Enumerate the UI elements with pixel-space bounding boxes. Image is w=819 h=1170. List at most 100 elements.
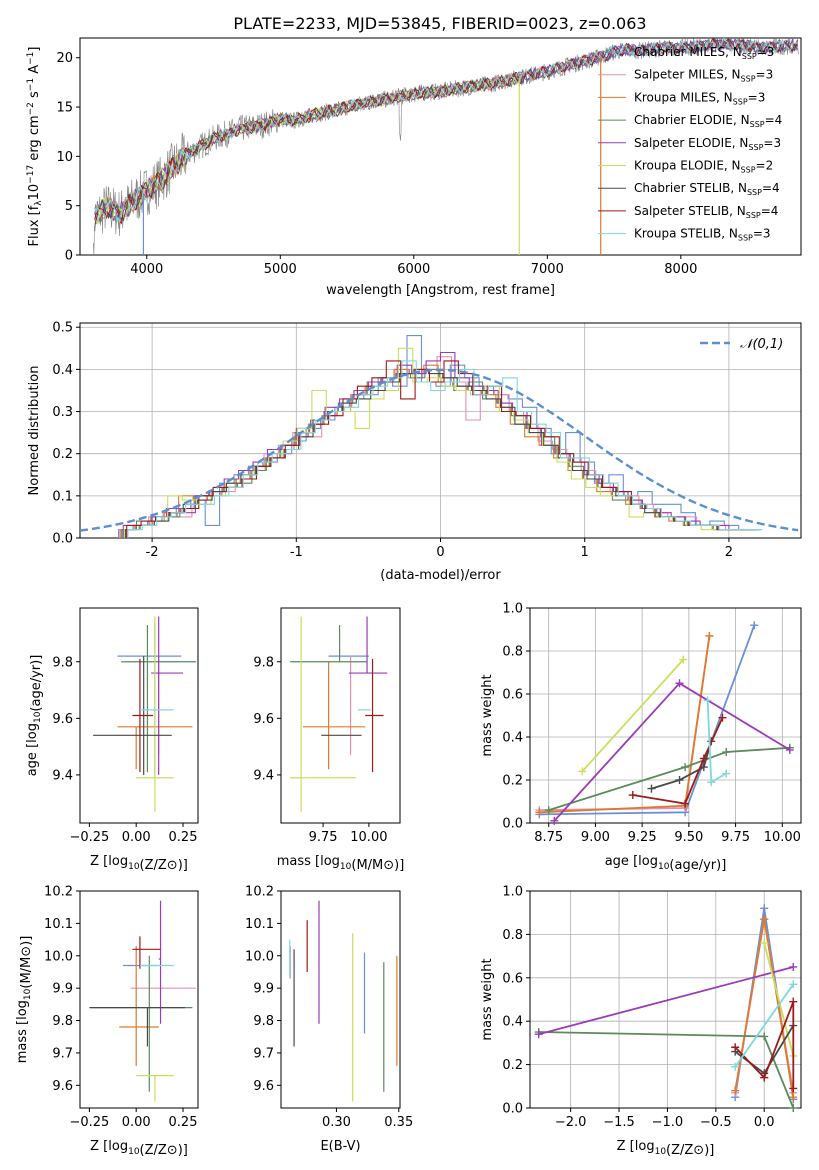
y-tick-label: 9.7 <box>253 1046 274 1061</box>
weight-line-chabrier_elodie <box>538 1031 795 1109</box>
y-tick-label: 9.8 <box>52 655 73 670</box>
mass_vs_z-axes: −0.25 0.00 0.25 9.6 9.7 9.8 9.9 10.0 10.1 10.2 <box>44 885 199 1130</box>
x-tick-label: 9.25 <box>628 830 657 845</box>
y-tick-label: 0.3 <box>52 405 73 420</box>
errorbar-salpeter_stelib <box>365 658 384 773</box>
weight_vs_z-ylabel: mass weight <box>480 958 495 1040</box>
residual-histograms <box>80 335 799 538</box>
legend-label-chabrier_elodie: Chabrier ELODIE, NSSP=4 <box>634 113 782 129</box>
mass_vs_ebv-frame <box>280 890 401 1109</box>
residuals-xlabel: (data-model)/error <box>380 568 501 583</box>
y-tick-label: 0.6 <box>502 688 523 703</box>
y-tick-label: 1.0 <box>502 602 523 617</box>
y-tick-label: 9.8 <box>52 1014 73 1029</box>
histogram-chabrier_elodie <box>121 368 757 538</box>
weight-marker-kroupa_miles <box>705 631 714 640</box>
y-tick-label: 15 <box>56 101 73 116</box>
weight-marker-salpeter_stelib <box>699 754 708 763</box>
y-tick-label: 0.2 <box>52 447 73 462</box>
weight_vs_age-frame <box>529 607 802 824</box>
y-tick-label: 10.1 <box>44 917 73 932</box>
model-line-kroupa_elodie <box>94 73 519 226</box>
y-tick-label: 9.8 <box>253 1014 274 1029</box>
spectrum-ylabel: Flux [fλ10−17 erg cm−2 s−1 A−1] <box>26 47 44 247</box>
weight-marker-kroupa_stelib <box>789 980 798 989</box>
x-tick-label: 1 <box>581 545 589 560</box>
weight-marker-salpeter_stelib <box>789 1084 798 1093</box>
errorbar-kroupa_miles <box>302 661 366 770</box>
x-tick-label: −0.5 <box>700 1115 732 1130</box>
weight_vs_age-lines <box>535 621 794 825</box>
histogram-salpeter_miles <box>119 356 755 538</box>
y-tick-label: 9.4 <box>52 768 73 783</box>
y-tick-label: 0.0 <box>502 817 523 832</box>
weight-marker-chabrier_stelib <box>647 784 656 793</box>
errorbar-chabrier_stelib <box>89 1006 185 1047</box>
residuals-ylabel: Normed distribution <box>27 366 42 496</box>
weight-marker-salpeter_stelib <box>681 799 690 808</box>
weight-line-kroupa_elodie <box>581 658 684 773</box>
weight-marker-chabrier_elodie <box>544 806 553 815</box>
weight-line-salpeter_elodie <box>538 966 794 1036</box>
x-tick-label: 8000 <box>664 262 697 277</box>
x-tick-label: 8.75 <box>534 830 563 845</box>
mass_vs_ebv-axes: 0.30 0.35 9.6 9.7 9.8 9.9 10.0 10.1 10.2 <box>245 885 413 1131</box>
model-line-kroupa_stelib <box>94 38 798 223</box>
weight-marker-kroupa_miles <box>535 808 544 817</box>
y-tick-label: 0.2 <box>502 1058 523 1073</box>
legend-label-chabrier_stelib: Chabrier STELIB, NSSP=4 <box>634 181 780 197</box>
age_vs_mass-xlabel: mass [log10(M/M⊙)] <box>277 854 405 873</box>
age_vs_mass-points <box>290 616 388 812</box>
x-tick-label: 0.35 <box>384 1115 413 1130</box>
y-tick-label: 0.4 <box>502 731 523 746</box>
weight-marker-salpeter_stelib <box>731 1043 740 1052</box>
histogram-chabrier_miles <box>118 335 754 538</box>
spectrum-lines <box>93 38 799 255</box>
legend-label-kroupa_miles: Kroupa MILES, NSSP=3 <box>634 90 765 106</box>
x-tick-label: −0.25 <box>69 1115 109 1130</box>
model-line-chabrier_miles <box>94 38 798 225</box>
legend-label-kroupa_elodie: Kroupa ELODIE, NSSP=2 <box>634 159 773 175</box>
weight-marker-kroupa_stelib <box>703 696 712 705</box>
legend-label-salpeter_elodie: Salpeter ELODIE, NSSP=3 <box>634 136 781 152</box>
mass_vs_z-ylabel: mass [log10(M/M⊙)] <box>15 936 34 1064</box>
x-tick-label: 10.00 <box>764 830 801 845</box>
x-tick-label: 0.30 <box>322 1115 351 1130</box>
y-tick-label: 20 <box>56 51 73 66</box>
y-tick-label: 0.0 <box>502 1102 523 1117</box>
spectrum-title: PLATE=2233, MJD=53845, FIBERID=0023, z=0… <box>233 14 646 33</box>
weight-marker-kroupa_miles <box>789 1093 798 1102</box>
model-line-chabrier_stelib <box>94 38 798 228</box>
x-tick-label: 7000 <box>531 262 564 277</box>
weight-marker-kroupa_miles <box>760 915 769 924</box>
legend-label-salpeter_stelib: Salpeter STELIB, NSSP=4 <box>634 204 778 220</box>
age_vs_z-points <box>93 616 197 812</box>
histogram-salpeter_elodie <box>122 351 758 538</box>
weight-marker-kroupa_elodie <box>760 939 769 948</box>
weight-line-salpeter_elodie <box>553 682 791 822</box>
y-tick-label: 0.4 <box>502 1015 523 1030</box>
weight-marker-salpeter_stelib <box>760 1073 769 1082</box>
weight_vs_z-frame <box>529 890 802 1109</box>
x-tick-label: 4000 <box>130 262 163 277</box>
legend-label-normal: 𝒩(0,1) <box>740 337 783 352</box>
y-tick-label: 0.4 <box>52 363 73 378</box>
weight-marker-chabrier_miles <box>760 904 769 913</box>
age_vs_z-frame <box>79 607 199 824</box>
y-tick-label: 9.6 <box>253 1079 274 1094</box>
legend-label-kroupa_stelib: Kroupa STELIB, NSSP=3 <box>634 227 771 243</box>
errorbar-salpeter_elodie <box>151 616 184 775</box>
spectrum-legend: Chabrier MILES, NSSP=3 Salpeter MILES, NS… <box>598 45 782 243</box>
x-tick-label: 6000 <box>397 262 430 277</box>
weight-marker-salpeter_elodie <box>785 745 794 754</box>
y-tick-label: 5 <box>65 199 73 214</box>
weight-marker-chabrier_elodie <box>722 748 731 757</box>
weight-marker-chabrier_elodie <box>681 763 690 772</box>
y-tick-label: 9.9 <box>253 982 274 997</box>
x-tick-label: −1.5 <box>603 1115 635 1130</box>
y-tick-label: 0.0 <box>52 532 73 547</box>
y-tick-label: 10.2 <box>245 885 274 900</box>
weight-line-salpeter_stelib <box>632 717 724 805</box>
weight-marker-chabrier_elodie <box>789 1104 798 1112</box>
